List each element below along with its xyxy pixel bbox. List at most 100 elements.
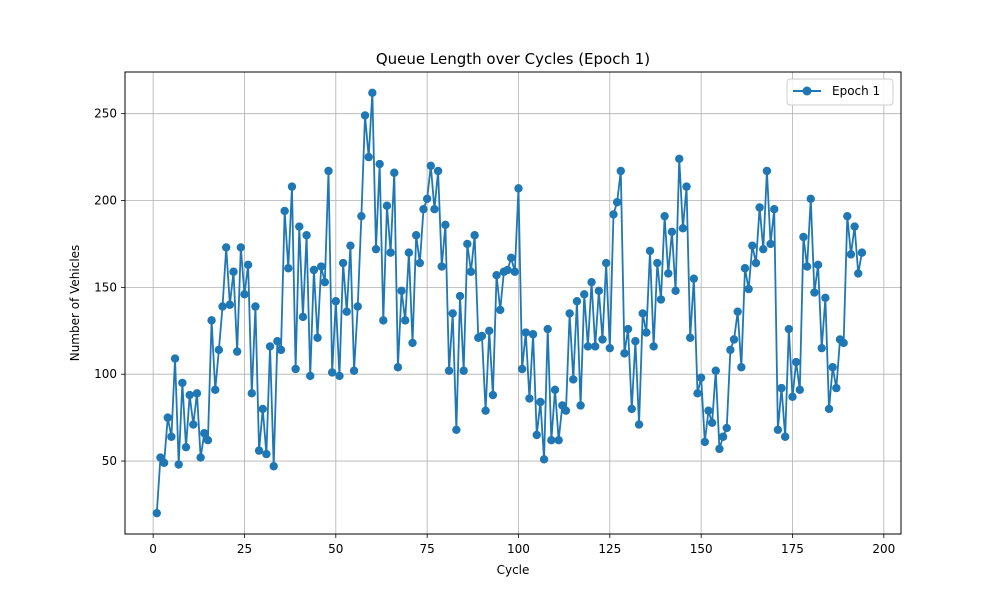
data-point xyxy=(477,331,487,341)
data-point xyxy=(843,211,852,221)
data-point xyxy=(642,328,651,337)
data-point xyxy=(382,201,392,210)
data-point xyxy=(591,342,600,351)
data-point xyxy=(404,248,414,257)
data-point xyxy=(192,389,202,398)
data-point xyxy=(189,420,198,429)
data-point xyxy=(174,460,183,469)
data-point xyxy=(561,406,571,415)
data-point xyxy=(232,347,242,356)
chart-title: Queue Length over Cycles (Epoch 1) xyxy=(376,50,650,68)
data-point xyxy=(623,324,633,334)
data-point xyxy=(609,210,618,219)
data-point xyxy=(594,286,604,296)
series-line xyxy=(155,91,863,514)
data-point xyxy=(583,342,593,351)
data-point xyxy=(740,264,750,273)
data-point xyxy=(620,349,629,358)
data-point xyxy=(411,231,421,240)
data-point xyxy=(791,357,801,367)
data-point xyxy=(309,265,319,275)
data-point xyxy=(167,432,176,441)
data-point xyxy=(320,277,330,287)
series-epoch-1 xyxy=(152,88,867,518)
data-point xyxy=(675,154,684,164)
legend-marker-swatch xyxy=(802,86,812,96)
data-point xyxy=(755,203,764,212)
data-point xyxy=(419,205,428,214)
x-tick-label: 100 xyxy=(507,542,530,556)
data-point xyxy=(536,397,545,407)
data-point xyxy=(762,166,772,176)
data-point xyxy=(532,430,541,440)
x-axis-ticks: 0 25 50 75 100 125 150 175 200 xyxy=(149,534,895,556)
data-point xyxy=(788,392,797,401)
data-point xyxy=(521,328,530,337)
x-tick-label: 50 xyxy=(328,542,343,556)
data-point xyxy=(576,401,585,410)
data-point xyxy=(313,333,322,342)
data-point xyxy=(799,232,808,242)
data-point xyxy=(353,302,362,311)
x-tick-label: 125 xyxy=(598,542,621,556)
legend-entry-epoch-1: Epoch 1 xyxy=(832,84,880,98)
data-point xyxy=(302,231,311,240)
data-point xyxy=(455,291,465,301)
data-point xyxy=(824,404,834,414)
data-point xyxy=(817,343,826,353)
data-point xyxy=(243,260,253,269)
data-point xyxy=(748,241,757,250)
data-point xyxy=(704,406,713,415)
data-point xyxy=(181,442,191,452)
data-point xyxy=(766,239,775,249)
data-point xyxy=(463,239,472,249)
x-tick-label: 0 xyxy=(149,542,157,556)
data-point xyxy=(196,453,205,462)
legend-box xyxy=(786,78,894,106)
data-point xyxy=(448,309,457,318)
x-tick-label: 200 xyxy=(872,542,895,556)
data-point xyxy=(682,182,691,191)
data-point xyxy=(295,222,304,231)
data-point xyxy=(656,295,666,304)
data-point xyxy=(539,455,549,464)
data-point xyxy=(203,436,213,445)
data-point xyxy=(225,300,235,309)
data-point xyxy=(262,449,271,459)
data-point xyxy=(685,333,695,342)
data-point xyxy=(696,373,706,382)
data-point xyxy=(152,508,161,518)
data-point xyxy=(580,290,589,299)
data-point xyxy=(810,288,819,297)
data-point xyxy=(236,243,246,252)
data-point xyxy=(335,371,344,381)
data-point xyxy=(386,248,395,257)
data-point xyxy=(828,363,837,372)
y-tick-label: 100 xyxy=(94,367,117,381)
data-point xyxy=(744,284,753,294)
data-point xyxy=(342,307,351,316)
data-point xyxy=(488,390,498,400)
data-point xyxy=(178,378,187,388)
data-point xyxy=(393,363,403,372)
data-point xyxy=(550,385,560,395)
data-point xyxy=(306,371,315,381)
data-point xyxy=(638,309,647,318)
data-point xyxy=(459,366,468,375)
data-point xyxy=(287,182,297,191)
data-point xyxy=(802,262,812,271)
data-point xyxy=(693,389,702,398)
data-point xyxy=(664,269,673,278)
x-tick-label: 175 xyxy=(781,542,804,556)
data-point xyxy=(569,375,578,384)
data-point xyxy=(163,413,172,422)
data-point xyxy=(200,429,209,438)
data-point xyxy=(660,211,669,221)
data-point xyxy=(616,166,625,176)
data-point xyxy=(726,345,735,355)
data-point xyxy=(653,258,662,268)
data-point xyxy=(506,253,516,263)
data-point xyxy=(770,205,779,214)
data-point xyxy=(722,423,731,433)
data-point xyxy=(850,222,859,231)
